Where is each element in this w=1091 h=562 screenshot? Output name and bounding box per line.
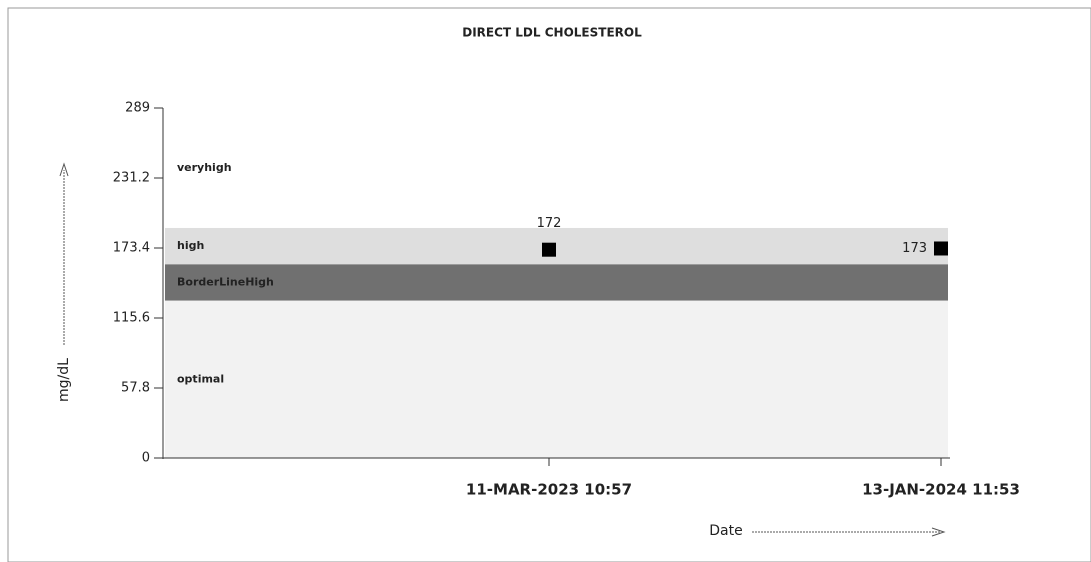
range-band (165, 300, 948, 458)
bands: optimal BorderLineHigh high veryhigh (165, 108, 948, 458)
data-point (542, 242, 556, 257)
y-arrow-head (59, 162, 69, 177)
band-label: BorderLineHigh (177, 275, 274, 288)
band-label: optimal (177, 372, 224, 385)
band-label: high (177, 239, 204, 252)
data-point (934, 241, 948, 256)
y-tick-label: 57.8 (121, 381, 150, 396)
x-tick-label: 11-MAR-2023 10:57 (466, 481, 632, 499)
chart-title: DIRECT LDL CHOLESTEROL (462, 26, 642, 40)
x-tick-label: 13-JAN-2024 11:53 (862, 481, 1020, 499)
range-band (165, 264, 948, 301)
x-axis-label: Date (709, 523, 742, 539)
y-tick-label: 0 (142, 451, 150, 466)
x-arrow-head (931, 527, 946, 537)
range-band (165, 108, 948, 228)
y-tick-label: 173.4 (113, 241, 150, 256)
y-tick-label: 231.2 (113, 171, 150, 186)
y-tick-label: 115.6 (113, 311, 150, 326)
frame (7, 7, 1091, 562)
y-axis-label: mg/dL (56, 358, 72, 402)
y-tick-label: 289 (125, 101, 150, 116)
data-label: 173 (902, 241, 927, 256)
data-label: 172 (537, 216, 562, 231)
band-label: veryhigh (177, 161, 232, 174)
range-band (165, 227, 948, 265)
